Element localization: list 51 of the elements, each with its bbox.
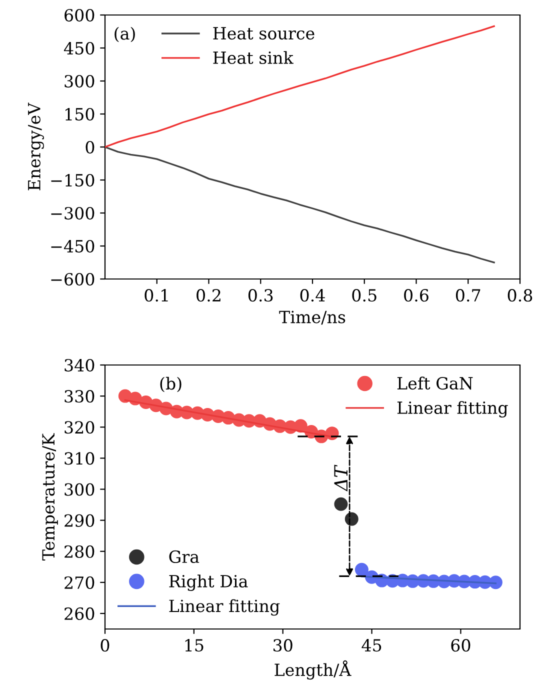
y-tick-label: 340 (64, 358, 94, 372)
y-axis-title: Energy/eV (28, 102, 44, 190)
line-series (105, 146, 495, 264)
x-tick-label: 15 (185, 639, 204, 652)
y-tick-label: 0 (86, 140, 94, 154)
y-tick-label: 280 (64, 545, 94, 558)
point (344, 512, 358, 526)
x-tick-label: 0.7 (456, 289, 480, 302)
y-tick-label: −150 (51, 174, 94, 187)
annotation: (b) (160, 376, 182, 392)
y-tick-label: 150 (66, 108, 94, 121)
line-series (105, 25, 495, 148)
point (488, 576, 502, 590)
legend-label: Linear fitting (169, 599, 280, 616)
x-tick-label: 30 (274, 639, 292, 652)
x-tick-label: 0.1 (144, 289, 168, 302)
x-tick-label: 0.5 (352, 289, 376, 302)
y-tick-label: 270 (64, 576, 94, 589)
annotation: (a) (114, 26, 135, 42)
y-tick-label: 300 (64, 483, 94, 496)
legend-label: Left GaN (397, 376, 473, 390)
y-tick-label: 260 (64, 607, 94, 620)
y-tick-label: −600 (51, 272, 94, 286)
x-tick-label: 60 (451, 639, 470, 652)
x-tick-label: 0 (100, 639, 110, 652)
annotation: ΔT (334, 464, 348, 492)
y-tick-label: −450 (51, 240, 94, 253)
legend-label: Gra (169, 550, 200, 564)
legend-label: Linear fitting (397, 401, 508, 418)
x-tick-label: 0.6 (404, 289, 428, 302)
x-axis-title: Length/Å (274, 660, 352, 680)
y-tick-label: 450 (64, 42, 94, 55)
x-tick-label: 45 (362, 639, 382, 652)
x-tick-label: 0.8 (508, 289, 532, 302)
y-tick-label: 290 (64, 514, 94, 527)
legend-label: Heat source (213, 27, 314, 40)
y-tick-label: 300 (64, 74, 94, 88)
y-tick-label: 310 (64, 452, 94, 465)
point (334, 497, 348, 511)
x-axis-title: Time/ns (279, 310, 346, 325)
legend-label: Right Dia (169, 574, 248, 591)
y-tick-label: −300 (51, 206, 94, 220)
point (354, 562, 368, 576)
y-axis-title: Temperature/K (42, 433, 58, 560)
x-tick-label: 0.3 (248, 289, 273, 302)
legend-label: Heat sink (213, 51, 294, 64)
x-tick-label: 0.4 (300, 289, 325, 302)
y-tick-label: 330 (64, 390, 94, 403)
y-tick-label: 600 (64, 8, 94, 22)
x-tick-label: 0.2 (196, 289, 220, 302)
y-tick-label: 320 (64, 421, 94, 434)
